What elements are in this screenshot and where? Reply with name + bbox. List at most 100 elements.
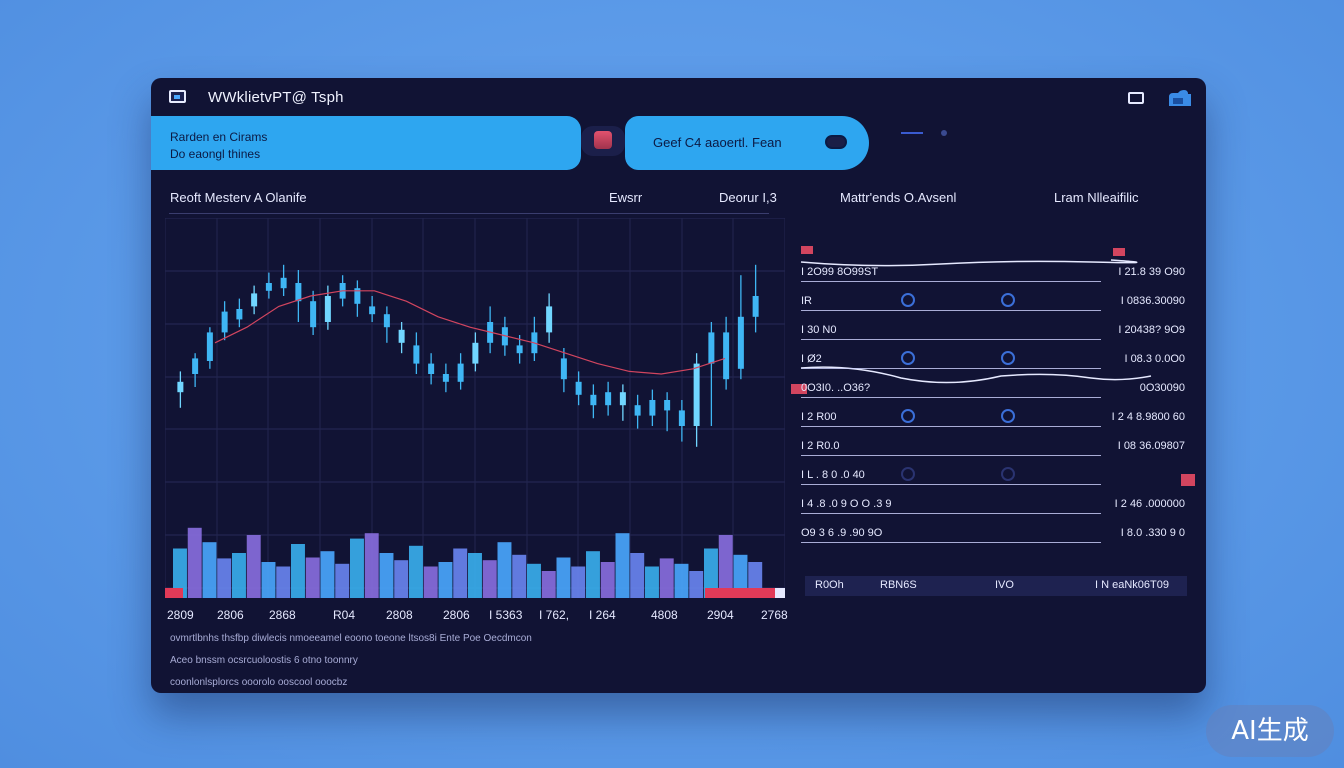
side-row-value: I 2 4 8.9800 60 bbox=[1111, 411, 1185, 423]
candle-body bbox=[693, 363, 700, 426]
volume-bar bbox=[541, 571, 556, 598]
candle-body bbox=[324, 296, 331, 322]
x-tick-label: I 264 bbox=[589, 608, 616, 622]
volume-bar bbox=[335, 563, 350, 598]
side-row-divider bbox=[801, 455, 1101, 456]
ai-generated-badge: AI生成 bbox=[1206, 705, 1334, 757]
app-logo-icon bbox=[169, 90, 186, 103]
volume-bar bbox=[586, 551, 600, 598]
side-row-divider bbox=[801, 339, 1101, 340]
volume-bar bbox=[409, 545, 423, 598]
search-toggle-icon[interactable] bbox=[825, 135, 847, 149]
volume-bar bbox=[571, 566, 586, 598]
side-row-label: I L . 8 0 .0 40 bbox=[801, 469, 865, 481]
row-status-icon[interactable] bbox=[901, 351, 915, 365]
volume-bar bbox=[645, 566, 659, 598]
volume-bar bbox=[202, 542, 217, 598]
banner-action-button[interactable] bbox=[581, 126, 625, 156]
candle-body bbox=[737, 316, 744, 369]
footer-item-1[interactable]: R0Oh bbox=[815, 579, 844, 591]
footer-item-2[interactable]: RBN6S bbox=[880, 579, 917, 591]
row-status-icon[interactable] bbox=[1001, 293, 1015, 307]
x-tick-label: R04 bbox=[333, 608, 356, 622]
side-row-value: 0O30090 bbox=[1139, 382, 1185, 394]
x-tick-label: 2868 bbox=[269, 608, 296, 622]
candle-body bbox=[206, 332, 213, 361]
x-tick-label: 2904 bbox=[707, 608, 734, 622]
volume-bar bbox=[291, 544, 305, 598]
header-divider bbox=[169, 213, 769, 214]
footnote-2: Aceo bnssm ocsrcuoloostis 6 otno toonnry bbox=[170, 655, 358, 666]
row-status-icon[interactable] bbox=[1001, 351, 1015, 365]
volume-bar bbox=[261, 562, 276, 598]
volume-bar bbox=[600, 562, 615, 598]
volume-marker-left bbox=[165, 588, 183, 598]
side-marker-4 bbox=[1181, 474, 1195, 486]
row-status-icon[interactable] bbox=[901, 409, 915, 423]
side-row-divider bbox=[801, 513, 1101, 514]
candle-body bbox=[310, 301, 317, 328]
candlestick-chart[interactable] bbox=[164, 217, 786, 598]
x-tick-label: 2808 bbox=[386, 608, 413, 622]
candle-body bbox=[192, 358, 199, 374]
volume-marker-right bbox=[705, 588, 775, 598]
side-row-value: I 2 46 .000000 bbox=[1114, 498, 1185, 510]
row-status-icon[interactable] bbox=[901, 467, 915, 481]
volume-bar bbox=[512, 554, 527, 598]
x-tick-label: 2806 bbox=[443, 608, 470, 622]
title-bar: WWklietvPT@ Tsph bbox=[151, 78, 1206, 116]
volume-bar bbox=[718, 535, 733, 598]
candle-body bbox=[280, 277, 287, 289]
volume-bar bbox=[468, 553, 482, 598]
x-axis-labels: 2809 2806 2868 R04 2808 2806 I 5363 I 762, I 264… bbox=[151, 604, 791, 624]
candle-body bbox=[442, 374, 449, 382]
candle-body bbox=[383, 314, 390, 328]
candle-body bbox=[236, 309, 243, 320]
maximize-icon[interactable] bbox=[1128, 92, 1144, 104]
candle-body bbox=[295, 283, 302, 302]
candle-body bbox=[678, 410, 685, 426]
candle-body bbox=[634, 405, 641, 416]
header-indicator-dot bbox=[941, 130, 947, 136]
info-banner[interactable]: Rarden en Cirams Do eaongl thines bbox=[151, 116, 581, 170]
side-row-label: 0O3I0. ..O36? bbox=[801, 382, 871, 394]
volume-marker-end bbox=[775, 588, 785, 598]
volume-bar bbox=[423, 566, 438, 598]
x-tick-label: 4808 bbox=[651, 608, 678, 622]
candle-body bbox=[457, 363, 464, 382]
footnote-3: coonlonlsplorcs ooorolo ooscool ooocbz bbox=[170, 677, 348, 688]
volume-bar bbox=[689, 571, 704, 598]
volume-bar bbox=[276, 566, 291, 598]
profile-icon[interactable] bbox=[1166, 89, 1192, 107]
volume-bar bbox=[630, 553, 645, 598]
row-status-icon[interactable] bbox=[1001, 467, 1015, 481]
row-status-icon[interactable] bbox=[1001, 409, 1015, 423]
candle-body bbox=[413, 345, 420, 364]
volume-bar bbox=[187, 527, 202, 598]
x-tick-label: I 762, bbox=[539, 608, 570, 622]
volume-bar bbox=[217, 558, 232, 598]
candle-body bbox=[649, 400, 656, 416]
side-trend-lines bbox=[791, 246, 1195, 486]
side-row-label: IR bbox=[801, 295, 812, 307]
candle-body bbox=[605, 392, 612, 406]
search-field[interactable]: Geef C4 aaoertl. Fean bbox=[625, 116, 869, 170]
side-marker-3 bbox=[791, 384, 807, 394]
volume-bar bbox=[733, 554, 748, 598]
footer-item-4[interactable]: I N eaNk06T09 bbox=[1095, 579, 1169, 591]
side-row-value: I 21.8 39 O90 bbox=[1118, 266, 1185, 278]
side-row-divider bbox=[801, 310, 1101, 311]
volume-bar bbox=[379, 553, 394, 598]
candle-body bbox=[752, 296, 759, 317]
volume-bar bbox=[556, 557, 571, 598]
footer-item-3[interactable]: IVO bbox=[995, 579, 1014, 591]
candle-body bbox=[516, 345, 523, 354]
candle-body bbox=[265, 283, 272, 291]
side-footer-bar: R0Oh RBN6S IVO I N eaNk06T09 bbox=[805, 576, 1187, 596]
side-row-divider bbox=[801, 281, 1101, 282]
candle-body bbox=[546, 306, 553, 333]
candle-body bbox=[590, 394, 597, 406]
row-status-icon[interactable] bbox=[901, 293, 915, 307]
volume-bar bbox=[364, 533, 379, 598]
side-row-value: I 08.3 0.0O0 bbox=[1124, 353, 1185, 365]
